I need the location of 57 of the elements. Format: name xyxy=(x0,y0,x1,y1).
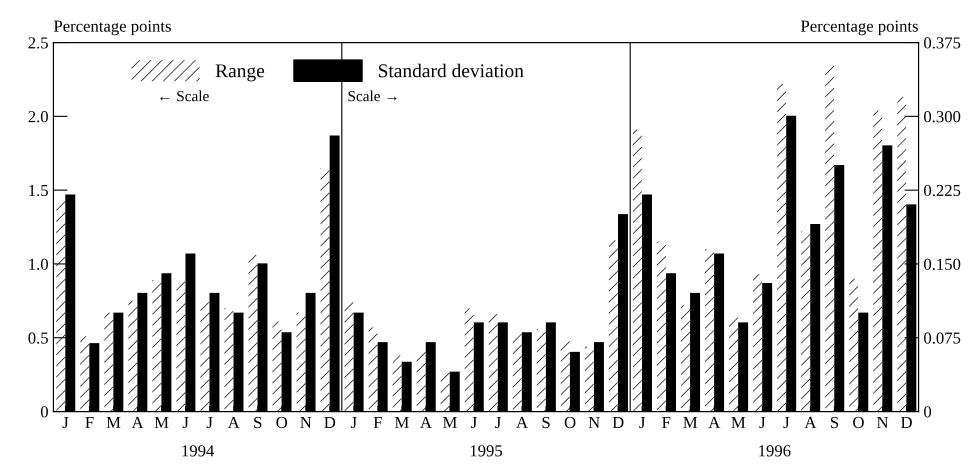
y-tick-label: 2.5 xyxy=(28,37,48,49)
x-tick-label: N xyxy=(300,417,312,428)
y2-tick-label: 0 xyxy=(924,406,932,418)
y2-tick-label: 0.300 xyxy=(924,111,960,122)
x-tick-label: O xyxy=(853,416,864,428)
y-tick-label: 1.5 xyxy=(29,184,48,196)
x-tick-label: J xyxy=(182,417,189,428)
legend-label: Range xyxy=(216,64,264,82)
y2-tick-label: 0.150 xyxy=(924,258,960,270)
x-tick-label: F xyxy=(662,417,670,428)
y-tick-label: 2.0 xyxy=(28,111,48,122)
y2-axis-title: Percentage points xyxy=(801,20,918,36)
x-tick-label: M xyxy=(106,417,120,428)
text: 1995 xyxy=(470,445,502,456)
x-tick-label: S xyxy=(830,416,838,428)
y-axis-title: Percentage points xyxy=(54,20,171,36)
x-tick-label: J xyxy=(495,417,501,428)
x-tick-label: J xyxy=(350,417,357,428)
y2-tick-label: 0.225 xyxy=(924,184,960,196)
x-tick-label: J xyxy=(206,417,213,428)
x-tick-label: M xyxy=(394,417,409,428)
x-tick-label: S xyxy=(542,416,550,428)
x-tick-label: F xyxy=(374,417,382,428)
x-tick-label: A xyxy=(228,416,240,428)
x-tick-label: J xyxy=(639,417,646,428)
x-tick-label: J xyxy=(471,417,477,428)
x-tick-label: D xyxy=(612,417,624,428)
x-tick-label: M xyxy=(683,417,698,428)
x-tick-label: N xyxy=(588,417,600,428)
annotation: ← Scale xyxy=(160,90,209,102)
y-tick-label: 1.0 xyxy=(29,258,48,270)
x-tick-label: A xyxy=(708,416,720,428)
x-tick-label: J xyxy=(759,417,766,428)
x-tick-label: M xyxy=(154,417,169,428)
x-tick-label: J xyxy=(62,417,68,428)
x-tick-label: M xyxy=(443,417,457,428)
legend-label: Standard deviation xyxy=(378,64,524,78)
x-tick-label: A xyxy=(420,416,432,428)
x-tick-label: O xyxy=(564,416,576,428)
text: 1996 xyxy=(759,445,791,456)
x-tick-label: N xyxy=(876,417,888,428)
x-tick-label: J xyxy=(783,417,790,428)
x-tick-label: A xyxy=(804,416,816,428)
y-tick-label: 0 xyxy=(40,406,48,418)
x-tick-label: F xyxy=(85,417,94,428)
x-tick-label: D xyxy=(900,417,912,428)
x-tick-label: M xyxy=(731,417,746,428)
x-tick-label: O xyxy=(276,416,288,428)
x-tick-label: A xyxy=(132,416,144,428)
text: 1994 xyxy=(182,445,214,456)
y-tick-label: 0.5 xyxy=(28,332,48,344)
y2-tick-label: 0.375 xyxy=(924,37,960,49)
x-tick-label: A xyxy=(516,416,528,428)
y2-tick-label: 0.075 xyxy=(924,332,960,344)
annotation: Scale → xyxy=(348,90,397,102)
x-tick-label: S xyxy=(254,416,262,428)
x-tick-label: D xyxy=(324,417,336,428)
